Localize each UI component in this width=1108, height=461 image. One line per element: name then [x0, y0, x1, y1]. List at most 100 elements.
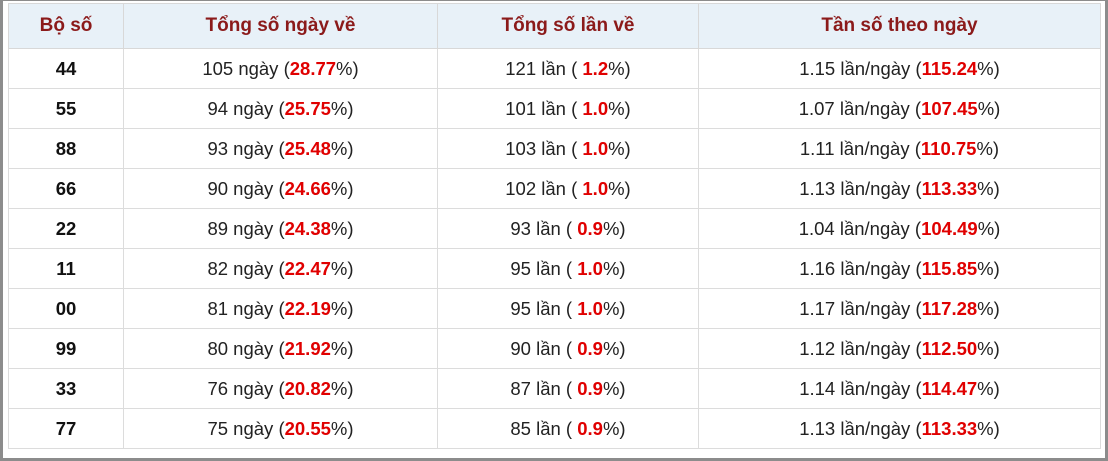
cell-text: 1.12 lần/ngày (	[799, 337, 922, 359]
cell-text: 80 ngày (	[207, 337, 285, 359]
table-cell: 33	[8, 368, 124, 409]
table-cell: 1.16 lần/ngày (115.85%)	[698, 248, 1101, 289]
highlight-value: 20.82	[284, 377, 331, 399]
cell-text: 1.13 lần/ngày (	[799, 177, 922, 199]
table-cell: 1.15 lần/ngày (115.24%)	[698, 48, 1101, 89]
cell-text: 44	[55, 57, 77, 79]
highlight-value: 1.0	[582, 97, 609, 119]
highlight-value: 24.38	[284, 217, 331, 239]
highlight-value: 1.2	[582, 57, 609, 79]
cell-text: 85 lần (	[510, 417, 578, 439]
header-cell: Bộ số	[8, 3, 124, 49]
cell-text: %)	[602, 297, 626, 319]
cell-text: %)	[330, 417, 354, 439]
highlight-value: 20.55	[284, 417, 331, 439]
highlight-value: 110.75	[920, 137, 977, 159]
highlight-value: 114.47	[921, 377, 978, 399]
table-cell: 55	[8, 88, 124, 129]
table-cell: 82 ngày (22.47%)	[123, 248, 438, 289]
highlight-value: 1.0	[577, 297, 603, 319]
highlight-value: 25.48	[284, 137, 331, 159]
table-cell: 44	[8, 48, 124, 89]
table-row: 00 81 ngày (22.19%) 95 lần ( 1.0%) 1.17 lần…	[8, 288, 1101, 329]
cell-text: 55	[55, 97, 77, 119]
cell-text: %)	[608, 57, 631, 79]
highlight-value: 117.28	[921, 297, 978, 319]
highlight-value: 115.85	[921, 257, 978, 279]
table-cell: 1.17 lần/ngày (117.28%)	[698, 288, 1101, 329]
table-row: 55 94 ngày (25.75%) 101 lần ( 1.0%) 1.07 lầ…	[8, 88, 1101, 129]
cell-text: 105 ngày (	[202, 57, 290, 79]
table-cell: 00	[8, 288, 124, 329]
cell-text: 22	[55, 217, 77, 239]
cell-text: 1.15 lần/ngày (	[799, 57, 922, 79]
cell-text: 99	[55, 337, 77, 359]
highlight-value: 115.24	[921, 57, 978, 79]
cell-text: %)	[977, 257, 1000, 279]
highlight-value: 1.0	[577, 257, 603, 279]
cell-text: 1.16 lần/ngày (	[799, 257, 922, 279]
stats-table: Bộ số Tổng số ngày về Tổng số lần về Tần số…	[8, 3, 1101, 449]
table-cell: 75 ngày (20.55%)	[123, 408, 438, 449]
cell-text: %)	[330, 257, 354, 279]
table-cell: 22	[8, 208, 124, 249]
highlight-value: 113.33	[921, 417, 978, 439]
highlight-value: 22.19	[284, 297, 331, 319]
cell-text: %)	[330, 137, 354, 159]
table-cell: 80 ngày (21.92%)	[123, 328, 438, 369]
header-text: Tổng số ngày về	[205, 15, 356, 36]
table-cell: 121 lần ( 1.2%)	[437, 48, 699, 89]
cell-text: %)	[602, 377, 626, 399]
header-text: Tổng số lần về	[501, 15, 635, 36]
table-row: 99 80 ngày (21.92%) 90 lần ( 0.9%) 1.12 lần…	[8, 328, 1101, 369]
table-cell: 89 ngày (24.38%)	[123, 208, 438, 249]
cell-text: 90 lần (	[510, 337, 578, 359]
table-cell: 88	[8, 128, 124, 169]
highlight-value: 0.9	[577, 217, 603, 239]
table-cell: 95 lần ( 1.0%)	[437, 288, 699, 329]
cell-text: %)	[602, 257, 626, 279]
cell-text: 1.11 lần/ngày (	[799, 137, 921, 159]
table-cell: 76 ngày (20.82%)	[123, 368, 438, 409]
cell-text: %)	[330, 97, 354, 119]
cell-text: %)	[977, 177, 1000, 199]
highlight-value: 0.9	[577, 417, 603, 439]
cell-text: %)	[602, 417, 626, 439]
table-cell: 1.04 lần/ngày (104.49%)	[698, 208, 1101, 249]
table-cell: 102 lần ( 1.0%)	[437, 168, 699, 209]
cell-text: %)	[608, 137, 631, 159]
cell-text: 103 lần (	[505, 137, 583, 159]
cell-text: 93 lần (	[510, 217, 578, 239]
header-text: Tần số theo ngày	[821, 15, 978, 36]
table-cell: 77	[8, 408, 124, 449]
highlight-value: 107.45	[921, 97, 978, 119]
cell-text: %)	[977, 297, 1000, 319]
header-row: Bộ số Tổng số ngày về Tổng số lần về Tần số…	[8, 3, 1101, 49]
cell-text: 11	[56, 257, 76, 279]
cell-text: 1.13 lần/ngày (	[799, 417, 922, 439]
cell-text: 94 ngày (	[207, 97, 285, 119]
table-row: 88 93 ngày (25.48%) 103 lần ( 1.0%) 1.11 lầ…	[8, 128, 1101, 169]
highlight-value: 24.66	[284, 177, 331, 199]
cell-text: %)	[336, 57, 359, 79]
cell-text: 1.14 lần/ngày (	[799, 377, 922, 399]
table-row: 66 90 ngày (24.66%) 102 lần ( 1.0%) 1.13 lầ…	[8, 168, 1101, 209]
cell-text: 76 ngày (	[207, 377, 285, 399]
highlight-value: 104.49	[921, 217, 978, 239]
table-cell: 11	[8, 248, 124, 289]
table-cell: 85 lần ( 0.9%)	[437, 408, 699, 449]
table-cell: 101 lần ( 1.0%)	[437, 88, 699, 129]
highlight-value: 21.92	[284, 337, 331, 359]
cell-text: 93 ngày (	[207, 137, 285, 159]
cell-text: %)	[977, 417, 1000, 439]
table-cell: 1.11 lần/ngày (110.75%)	[698, 128, 1101, 169]
cell-text: 101 lần (	[505, 97, 583, 119]
highlight-value: 1.0	[582, 177, 609, 199]
highlight-value: 0.9	[577, 377, 603, 399]
highlight-value: 28.77	[289, 57, 337, 79]
cell-text: 00	[55, 297, 77, 319]
cell-text: %)	[330, 217, 354, 239]
header-cell: Tổng số ngày về	[123, 3, 438, 49]
table-row: 33 76 ngày (20.82%) 87 lần ( 0.9%) 1.14 lần…	[8, 368, 1101, 409]
cell-text: 95 lần (	[510, 257, 578, 279]
